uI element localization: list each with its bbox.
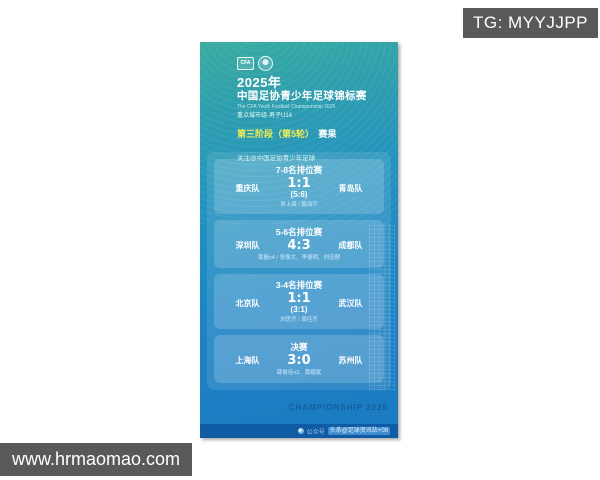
score: 1:1 [287, 291, 311, 306]
match-title: 5-6名排位赛 [275, 227, 323, 237]
away-team: 武汉队 [338, 298, 363, 308]
account-label: 公众号 [306, 429, 325, 436]
site-watermark: www.hrmaomao.com [0, 443, 192, 476]
score: 4:3 [287, 238, 311, 253]
poster-title: 中国足协青少年足球锦标赛 [237, 90, 367, 102]
match-row: 重庆队 1:1 (5:6) 青岛队 [218, 177, 380, 199]
match-title: 决赛 [290, 342, 308, 352]
score-block: 1:1 (3:1) [277, 292, 321, 314]
score-block: 4:3 [277, 239, 321, 252]
score-block: 3:0 [277, 354, 321, 367]
penalty-score: (3:1) [290, 305, 308, 314]
stage-line: 第三阶段（第5轮） 赛果 [237, 129, 390, 140]
away-team: 青岛队 [338, 183, 363, 193]
match-title: 7-8名排位赛 [275, 165, 323, 175]
home-team: 北京队 [235, 298, 260, 308]
results-panel: 7-8名排位赛 重庆队 1:1 (5:6) 青岛队 吴上康 / 聂海宇 5-6名… [207, 152, 391, 390]
home-team: 深圳队 [235, 241, 260, 250]
penalty-score: (5:6) [290, 190, 308, 199]
score: 1:1 [287, 176, 311, 191]
account-icon [297, 428, 304, 434]
skyline-decoration [369, 224, 395, 391]
match-row: 深圳队 4:3 成都队 [218, 239, 380, 252]
score-block: 1:1 (5:6) [277, 177, 321, 199]
scorers-line: 刘思齐 / 周佳齐 [280, 317, 318, 323]
tg-label: TG: MYYJJPP [463, 8, 598, 38]
account-name: 头条@足球资讯站+08 [327, 427, 390, 435]
match-row: 上海队 3:0 苏州队 [218, 354, 380, 367]
cfa-logo-icon: CFA [237, 56, 254, 70]
match-card-7-8: 7-8名排位赛 重庆队 1:1 (5:6) 青岛队 吴上康 / 聂海宇 [214, 159, 384, 214]
score: 3:0 [287, 353, 311, 368]
stage-highlight: 第三阶段（第5轮） [237, 129, 315, 139]
poster-header: CFA 2025年 中国足协青少年足球锦标赛 The CFA Youth Foo… [200, 42, 398, 162]
scorers-line: 黄磊x4 / 张振文、李德明、刘佳麒 [258, 255, 340, 261]
year-line: 2025年 [237, 75, 282, 90]
match-title: 3-4名排位赛 [275, 280, 323, 290]
home-team: 上海队 [235, 356, 260, 365]
match-row: 北京队 1:1 (3:1) 武汉队 [218, 292, 380, 314]
poster-footer-bar: 公众号 头条@足球资讯站+08 [200, 424, 398, 438]
follow-line: 关注@中国足协青少年足球 [237, 155, 316, 162]
scorers-line: 薛俊佳x2、黄耀斌 [276, 370, 322, 376]
match-card-3-4: 3-4名排位赛 北京队 1:1 (3:1) 武汉队 刘思齐 / 周佳齐 [214, 274, 384, 329]
championship-badge-icon [258, 55, 273, 71]
championship-watermark: CHAMPIONSHIP 2025 [288, 403, 388, 412]
championship-poster[interactable]: CFA 2025年 中国足协青少年足球锦标赛 The CFA Youth Foo… [200, 42, 398, 438]
match-card-5-6: 5-6名排位赛 深圳队 4:3 成都队 黄磊x4 / 张振文、李德明、刘佳麒 [214, 220, 384, 268]
group-line: 重点城市组·男子U14 [237, 113, 293, 119]
match-card-final: 决赛 上海队 3:0 苏州队 薛俊佳x2、黄耀斌 [214, 335, 384, 383]
scorers-line: 吴上康 / 聂海宇 [280, 202, 318, 208]
logo-row: CFA [237, 55, 390, 71]
away-team: 苏州队 [338, 356, 363, 365]
away-team: 成都队 [338, 241, 363, 250]
poster-subtitle-en: The CFA Youth Football Championship 2025 [237, 104, 336, 110]
home-team: 重庆队 [235, 183, 260, 193]
stage-suffix: 赛果 [318, 129, 337, 139]
